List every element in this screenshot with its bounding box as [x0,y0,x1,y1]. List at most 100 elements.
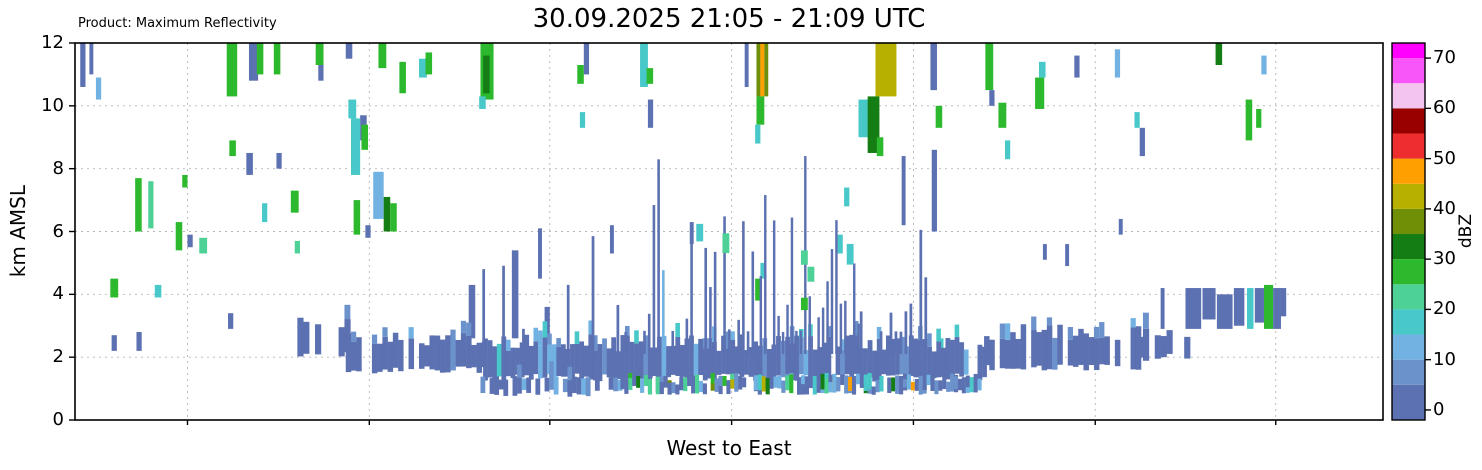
reflectivity-cell [685,318,689,355]
reflectivity-cell [625,335,630,380]
reflectivity-cell [871,386,876,395]
reflectivity-cell [851,375,857,395]
reflectivity-cell [1067,327,1074,340]
reflectivity-cell [535,378,541,395]
reflectivity-cell [528,345,534,380]
reflectivity-cell [1216,294,1233,329]
reflectivity-cell [1114,49,1121,78]
reflectivity-cell [199,237,208,254]
reflectivity-cell [1134,112,1140,128]
colorbar-tick-label: 0 [1433,398,1445,420]
reflectivity-cell [702,383,707,395]
reflectivity-cell [667,382,672,395]
reflectivity-cell [742,221,745,355]
reflectivity-cell [382,327,388,337]
reflectivity-cell [769,378,774,389]
reflectivity-cell [585,377,591,397]
reflectivity-cell [689,335,694,377]
reflectivity-cell [824,378,829,394]
reflectivity-cell [526,377,532,393]
reflectivity-cell [694,374,700,394]
reflectivity-cell [655,376,660,395]
reflectivity-cell [1093,326,1100,339]
reflectivity-cell [356,337,362,372]
reflectivity-cell [844,375,849,394]
reflectivity-cell [640,379,645,393]
reflectivity-cell [867,373,872,390]
colorbar-band [1392,309,1425,335]
reflectivity-cell [737,319,740,355]
reflectivity-cell [450,329,456,340]
reflectivity-cell [1130,318,1136,328]
reflectivity-cell [709,287,712,355]
colorbar-band [1392,334,1425,360]
colorbar-tick-label: 10 [1433,348,1456,370]
reflectivity-cell [487,340,493,378]
reflectivity-cell [1074,55,1080,78]
reflectivity-cell [382,336,388,370]
reflectivity-cell [922,339,928,382]
reflectivity-cell [606,348,612,378]
reflectivity-cell [698,338,704,375]
reflectivity-cell [950,373,955,392]
reflectivity-cell [760,262,766,279]
reflectivity-cell [616,304,620,355]
reflectivity-cell [297,317,304,357]
reflectivity-cell [273,43,281,75]
reflectivity-cell [817,347,823,380]
reflectivity-cell [455,339,462,367]
reflectivity-cell [1035,77,1045,109]
reflectivity-cell [965,375,970,388]
reflectivity-cell [350,118,361,175]
reflectivity-cell [739,334,745,377]
reflectivity-cell [594,378,600,391]
reflectivity-cell [350,341,357,371]
reflectivity-cell [248,43,259,81]
reflectivity-cell [489,378,495,394]
reflectivity-cell [761,376,766,392]
reflectivity-cell [1118,218,1123,235]
reflectivity-cell [744,43,749,87]
reflectivity-cell [710,373,715,384]
reflectivity-cell [148,181,154,229]
reflectivity-cell [837,234,843,254]
reflectivity-cell [773,376,778,388]
reflectivity-cell [439,339,446,373]
reflectivity-cell [434,335,441,371]
reflectivity-cell [730,379,735,389]
reflectivity-cell [634,343,639,378]
reflectivity-cell [647,347,653,378]
reflectivity-cell [89,43,94,75]
reflectivity-cell [853,321,859,336]
reflectivity-cell [909,303,913,355]
reflectivity-cell [1142,312,1149,329]
reflectivity-cell [602,338,607,375]
reflectivity-cell [785,336,791,378]
reflectivity-cell [954,337,960,374]
reflectivity-cell [723,216,726,355]
reflectivity-cell [985,43,994,91]
reflectivity-cell [711,341,717,381]
reflectivity-cell [1154,335,1161,359]
reflectivity-cell [583,43,590,75]
reflectivity-cell [419,343,425,369]
reflectivity-cell [476,342,483,373]
reflectivity-cell [935,105,943,128]
reflectivity-cell [671,330,675,355]
reflectivity-cell [492,346,498,381]
reflectivity-cell [887,377,892,394]
reflectivity-cell [759,276,763,355]
reflectivity-cell [744,350,749,375]
reflectivity-cell [613,377,619,392]
reflectivity-cell [812,349,818,381]
reflectivity-cell [840,349,845,377]
reflectivity-cell [1139,127,1145,157]
reflectivity-cell [1046,317,1053,326]
reflectivity-cell [844,187,850,207]
reflectivity-cell [95,77,102,100]
reflectivity-cell [450,339,456,371]
reflectivity-cell [1057,324,1063,365]
reflectivity-cell [505,350,511,377]
reflectivity-cell [136,332,142,351]
reflectivity-cell [808,336,813,382]
